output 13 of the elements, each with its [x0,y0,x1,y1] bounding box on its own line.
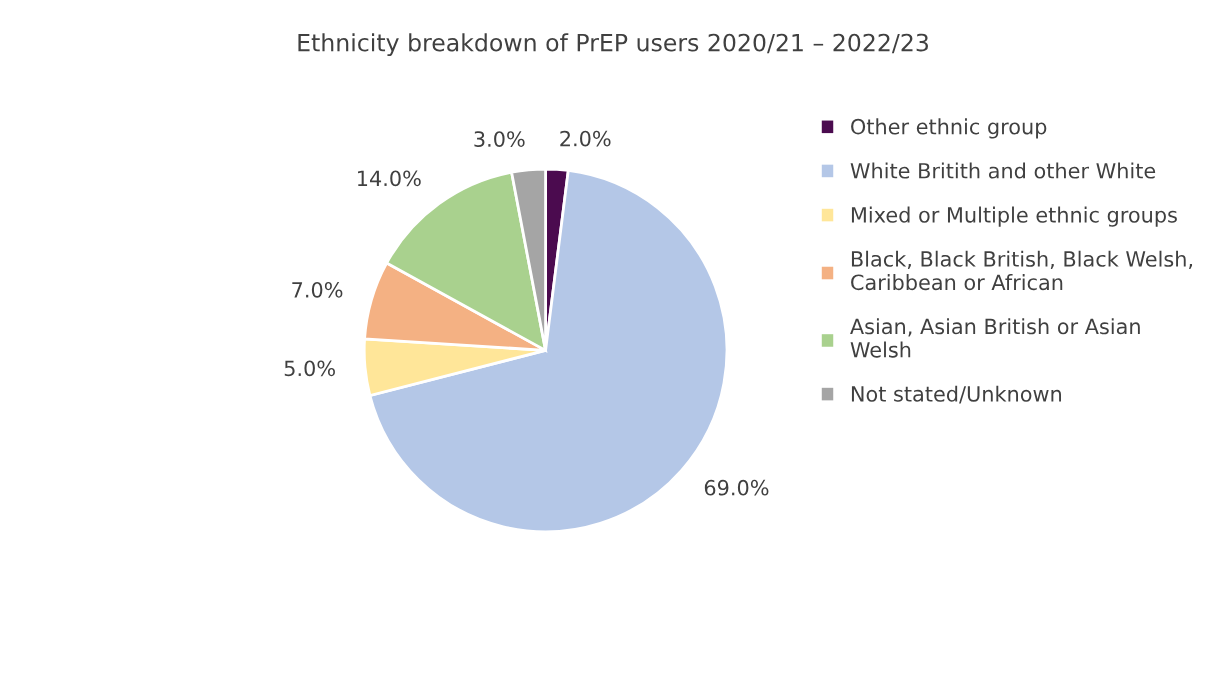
chart-title: Ethnicity breakdown of PrEP users 2020/21 – 2022/23 [298,33,928,57]
legend-label: Other ethnic group [851,118,1047,139]
data-label: 5.0% [284,360,335,377]
legend-label: Black, Black British, Black Welsh, Caribbean or African [851,250,1193,291]
data-label: 7.0% [292,281,343,298]
legend-label: White Britith and other White [850,162,1156,179]
data-label: 69.0% [704,479,769,496]
legend-label: Mixed or Multiple ethnic groups [851,206,1177,227]
legend-label: Not stated/Unknown [851,385,1061,404]
legend-label: Asian, Asian British or Asian Welsh [850,318,1140,358]
data-label: 14.0% [358,170,421,187]
data-label: 2.0% [560,130,611,147]
data-label: 3.0% [474,131,525,147]
